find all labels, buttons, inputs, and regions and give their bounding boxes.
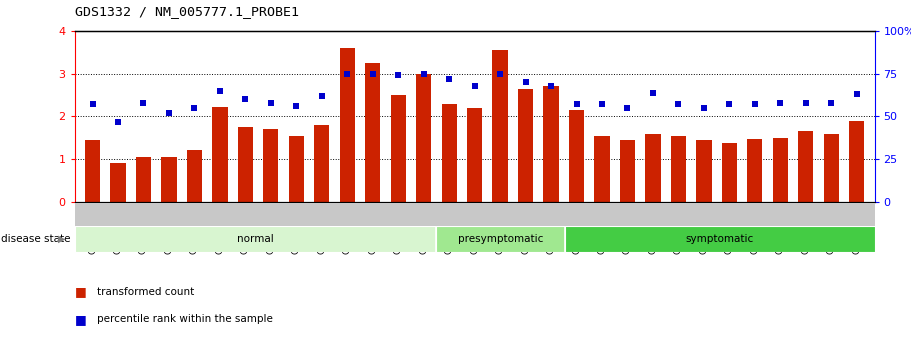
Point xyxy=(569,102,584,107)
Point xyxy=(646,90,660,95)
Point xyxy=(799,100,814,106)
Text: disease state: disease state xyxy=(1,234,70,244)
Bar xyxy=(136,157,151,202)
Text: presymptomatic: presymptomatic xyxy=(457,234,543,244)
Text: normal: normal xyxy=(237,234,273,244)
Point xyxy=(849,91,864,97)
Text: symptomatic: symptomatic xyxy=(686,234,754,244)
Bar xyxy=(543,86,558,202)
Bar xyxy=(391,95,406,202)
Point xyxy=(544,83,558,88)
Text: ▶: ▶ xyxy=(58,234,66,244)
Text: percentile rank within the sample: percentile rank within the sample xyxy=(97,314,273,324)
Bar xyxy=(161,157,177,202)
Bar xyxy=(289,136,304,202)
Bar xyxy=(85,140,100,202)
Point xyxy=(722,102,737,107)
Point xyxy=(365,71,380,77)
Bar xyxy=(467,108,482,202)
Text: transformed count: transformed count xyxy=(97,287,195,296)
Point xyxy=(263,100,278,106)
Bar xyxy=(187,150,202,202)
Bar xyxy=(436,226,565,252)
Bar xyxy=(238,127,253,202)
Point xyxy=(111,119,126,124)
Bar xyxy=(75,226,436,252)
Point xyxy=(824,100,838,106)
Bar xyxy=(696,140,711,202)
Point xyxy=(697,105,711,111)
Bar xyxy=(722,143,737,202)
Point xyxy=(212,88,227,93)
Text: GDS1332 / NM_005777.1_PROBE1: GDS1332 / NM_005777.1_PROBE1 xyxy=(75,5,299,18)
Bar xyxy=(110,164,126,202)
Point xyxy=(238,97,252,102)
Point xyxy=(773,100,788,106)
Bar xyxy=(416,74,431,202)
Point xyxy=(161,110,176,116)
Point xyxy=(86,102,100,107)
Point xyxy=(391,73,405,78)
Point xyxy=(671,102,686,107)
Point xyxy=(493,71,507,77)
Point xyxy=(136,100,150,106)
Point xyxy=(467,83,482,88)
Bar xyxy=(824,134,839,202)
Point xyxy=(442,76,456,82)
Point xyxy=(620,105,635,111)
Bar xyxy=(798,131,814,202)
Point xyxy=(314,93,329,99)
Point xyxy=(340,71,354,77)
Text: ■: ■ xyxy=(75,313,87,326)
Point xyxy=(416,71,431,77)
Bar xyxy=(442,104,456,202)
Point xyxy=(748,102,763,107)
Point xyxy=(595,102,609,107)
Point xyxy=(289,104,303,109)
Bar xyxy=(619,140,635,202)
Bar xyxy=(594,136,609,202)
Text: ■: ■ xyxy=(75,285,87,298)
Point xyxy=(518,80,533,85)
Bar xyxy=(773,138,788,202)
Bar xyxy=(849,121,865,202)
Bar xyxy=(493,50,507,202)
Bar xyxy=(518,89,533,202)
Bar xyxy=(568,110,584,202)
Bar xyxy=(670,136,686,202)
Bar xyxy=(747,139,763,202)
Bar xyxy=(365,63,381,202)
Bar xyxy=(645,134,660,202)
Point xyxy=(187,105,201,111)
Bar xyxy=(340,48,355,202)
Bar xyxy=(565,226,875,252)
Bar xyxy=(212,107,228,202)
Bar xyxy=(314,125,330,202)
Bar xyxy=(263,129,279,202)
